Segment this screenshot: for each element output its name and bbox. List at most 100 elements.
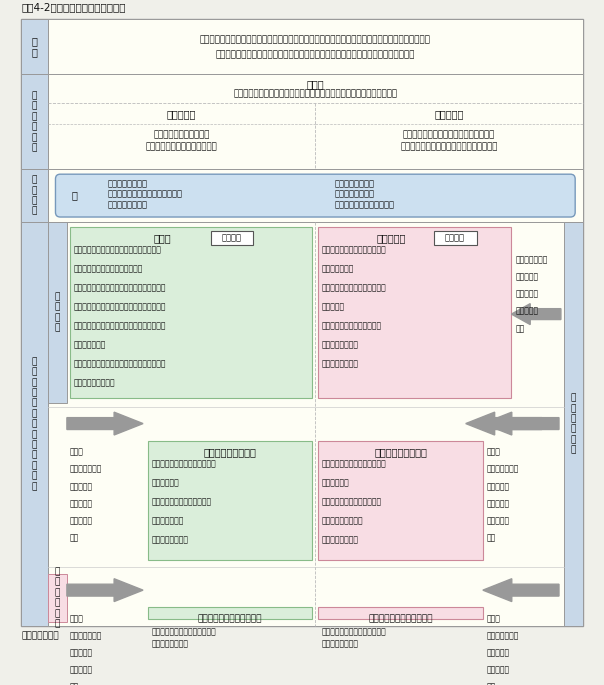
Text: ければならない: ければならない <box>152 639 188 648</box>
Text: 目
的: 目 的 <box>31 36 37 58</box>
Text: 廃棄物の排出を抑制し、及び廃棄物の適正な分別、保管、収集、運搬、再生、処分等の処理をし、: 廃棄物の排出を抑制し、及び廃棄物の適正な分別、保管、収集、運搬、再生、処分等の処… <box>200 36 431 45</box>
Text: ければならない: ければならない <box>322 639 359 648</box>
Text: 都
道
府
県
知
事: 都 道 府 県 知 事 <box>55 567 60 628</box>
Text: ・措置命令: ・措置命令 <box>515 307 538 316</box>
Text: その区域内における一般廃棄物を生活環境: その区域内における一般廃棄物を生活環境 <box>74 302 166 311</box>
Text: ・改善命令: ・改善命令 <box>515 290 538 299</box>
Text: 立入検査: 立入検査 <box>487 482 510 491</box>
Text: ・名義貸しの禁止: ・名義貸しの禁止 <box>152 535 188 544</box>
Text: 準の遵守: 準の遵守 <box>322 302 345 311</box>
Text: ・委託基準の設定: ・委託基準の設定 <box>335 190 374 199</box>
Polygon shape <box>67 579 143 601</box>
Text: 事業活動に伴って生じた廃棄物のうち、: 事業活動に伴って生じた廃棄物のうち、 <box>403 131 495 140</box>
Bar <box>21 19 48 74</box>
Text: ・報告徴収及び: ・報告徴収及び <box>69 464 102 474</box>
Text: ・措置命令: ・措置命令 <box>69 516 93 525</box>
Polygon shape <box>67 412 143 435</box>
Text: ・市町村は、一般廃棄物処理計画に従って、: ・市町村は、一般廃棄物処理計画に従って、 <box>74 283 166 292</box>
Text: 一般廃棄物: 一般廃棄物 <box>167 109 196 119</box>
Polygon shape <box>483 412 559 435</box>
Text: ・区域ごとに許可を受けなけれ: ・区域ごとに許可を受けなけれ <box>322 459 387 468</box>
Polygon shape <box>512 303 561 325</box>
Text: ・改善命令: ・改善命令 <box>69 499 93 508</box>
Text: ・許可: ・許可 <box>487 447 501 457</box>
Text: ・再委託の原則禁止: ・再委託の原則禁止 <box>322 516 364 525</box>
Text: 廃
棄
物
処
理
に
お
け
る
主
な
規
制: 廃 棄 物 処 理 に お け る 主 な 規 制 <box>32 357 37 491</box>
Text: ・設置、譲渡等の許可を受けな: ・設置、譲渡等の許可を受けな <box>152 627 216 636</box>
Text: 国: 国 <box>71 190 77 201</box>
Bar <box>48 574 67 621</box>
Text: ・許可: ・許可 <box>69 447 83 457</box>
Text: 市
町
村
長: 市 町 村 長 <box>55 292 60 332</box>
Text: ・産業廃棄物を自ら処理しなけ: ・産業廃棄物を自ら処理しなけ <box>322 245 387 254</box>
Text: 等: 等 <box>487 534 496 543</box>
Text: ・市町村は一般廃棄物処理基準に従い一般廃: ・市町村は一般廃棄物処理基準に従い一般廃 <box>74 359 166 368</box>
Text: 等: 等 <box>487 683 496 685</box>
Text: ・委託基準の遵守: ・委託基準の遵守 <box>322 359 359 368</box>
Bar <box>48 19 583 74</box>
Text: 資料4-2図　廃棄物処理法の仕組み: 資料4-2図 廃棄物処理法の仕組み <box>21 3 126 12</box>
Text: ・委託に係る責任: ・委託に係る責任 <box>322 340 359 349</box>
Text: ・施設基準の設定: ・施設基準の設定 <box>335 179 374 188</box>
Text: ・許可: ・許可 <box>69 614 83 623</box>
Text: 一般廃棄物処理業者: 一般廃棄物処理業者 <box>204 447 257 457</box>
Text: ・産業廃棄物処理基準の遵守: ・産業廃棄物処理基準の遵守 <box>322 497 382 506</box>
Bar <box>434 232 477 245</box>
Text: ・措置命令: ・措置命令 <box>487 516 510 525</box>
Text: 産業廃棄物処理業者: 産業廃棄物処理業者 <box>374 447 427 457</box>
Text: 等: 等 <box>515 324 524 333</box>
Text: 排出事業者: 排出事業者 <box>377 233 406 243</box>
Polygon shape <box>483 579 559 601</box>
Text: 等: 等 <box>69 683 79 685</box>
Bar <box>69 227 312 398</box>
Text: ・報告徴収及び: ・報告徴収及び <box>487 632 519 640</box>
FancyBboxPatch shape <box>56 174 575 217</box>
Text: 汚物又は不要物であって固形状又は液状のもの（放射性物質等を除く）: 汚物又は不要物であって固形状又は液状のもの（放射性物質等を除く） <box>233 90 397 99</box>
Text: ・報告徴収及び: ・報告徴収及び <box>487 464 519 474</box>
Bar <box>21 169 48 222</box>
Text: 国
の
役
割: 国 の 役 割 <box>32 175 37 216</box>
Text: ・運搬されるまでの間の保管基: ・運搬されるまでの間の保管基 <box>322 283 387 292</box>
Text: 立入検査: 立入検査 <box>69 482 93 491</box>
Bar <box>318 608 483 619</box>
Text: ・設置、譲渡等の許可を受けな: ・設置、譲渡等の許可を受けな <box>322 627 387 636</box>
Text: 立入検査: 立入検査 <box>515 273 538 282</box>
Text: ・区域内の一般廃棄物の処理に関する計画: ・区域内の一般廃棄物の処理に関する計画 <box>74 245 161 254</box>
Text: ・再委託の禁止: ・再委託の禁止 <box>152 516 184 525</box>
Text: ・基本方針の策定: ・基本方針の策定 <box>108 179 148 188</box>
Text: （家庭から排出されるごみ等）: （家庭から排出されるごみ等） <box>146 142 217 151</box>
Text: ればならない: ればならない <box>322 264 355 273</box>
Text: 立入検査: 立入検査 <box>69 649 93 658</box>
Bar <box>48 222 583 626</box>
Text: 廃
棄
物
の
分
類: 廃 棄 物 の 分 類 <box>32 91 37 152</box>
Text: ばならない: ばならない <box>152 478 179 487</box>
Text: ・処理基準の設定: ・処理基準の設定 <box>108 200 148 209</box>
Text: 一般廃棄物処理施設設置者: 一般廃棄物処理施設設置者 <box>198 614 262 623</box>
Text: ばならない: ばならない <box>322 478 350 487</box>
Bar <box>48 169 583 222</box>
Polygon shape <box>466 412 542 435</box>
Text: 並びに生活環境を清潔にすることにより、生活環境の保全及び公衆衛生の向上を図る: 並びに生活環境を清潔にすることにより、生活環境の保全及び公衆衛生の向上を図る <box>216 51 415 60</box>
Bar <box>318 440 483 560</box>
Bar <box>148 440 312 560</box>
Text: ・報告徴収及び: ・報告徴収及び <box>515 256 548 264</box>
Text: 産業廃棄物処理施設設置者: 産業廃棄物処理施設設置者 <box>368 614 432 623</box>
Text: 市町村: 市町村 <box>153 233 171 243</box>
Bar <box>211 232 253 245</box>
Text: 産業廃棄物: 産業廃棄物 <box>434 109 464 119</box>
Text: ・技術開発・情報収集　等: ・技術開発・情報収集 等 <box>335 200 394 209</box>
Text: 処理責任: 処理責任 <box>222 234 242 242</box>
Text: ・改善命令: ・改善命令 <box>69 666 93 675</box>
Text: 燃え殻、汚泥、廃油、廃プラスチック類等: 燃え殻、汚泥、廃油、廃プラスチック類等 <box>400 142 498 151</box>
Text: 処理責任: 処理責任 <box>445 234 465 242</box>
Text: ・産業廃棄物処理基準の遵守: ・産業廃棄物処理基準の遵守 <box>322 321 382 330</box>
Text: ・改善命令: ・改善命令 <box>487 666 510 675</box>
Text: 棄物の処理を行う: 棄物の処理を行う <box>74 378 115 387</box>
Text: ・改善命令: ・改善命令 <box>487 499 510 508</box>
Text: ・名義貸しの禁止: ・名義貸しの禁止 <box>322 535 359 544</box>
Text: ・許可: ・許可 <box>487 614 501 623</box>
Text: ればならない: ればならない <box>74 340 106 349</box>
Text: 等: 等 <box>69 534 79 543</box>
Bar <box>318 227 512 398</box>
Text: （資料）環境省: （資料）環境省 <box>21 632 59 640</box>
